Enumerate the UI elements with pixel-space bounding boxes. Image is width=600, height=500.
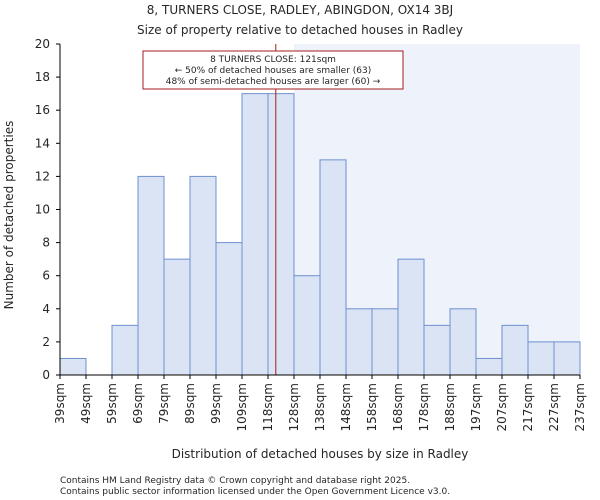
x-tick-label: 118sqm (261, 383, 275, 431)
x-tick-label: 99sqm (209, 383, 223, 424)
x-tick-label: 138sqm (313, 383, 327, 431)
bar (163, 258, 191, 376)
bar (189, 175, 217, 376)
bar (267, 93, 295, 376)
y-tick-label: 10 (35, 203, 50, 217)
x-tick-label: 89sqm (183, 383, 197, 424)
bar (345, 308, 373, 376)
bar (137, 175, 165, 376)
y-axis-label: Number of detached properties (2, 121, 16, 310)
x-tick-label: 59sqm (105, 383, 119, 424)
footer-line-2: Contains public sector information licen… (60, 487, 450, 497)
bar (59, 357, 87, 376)
bar (215, 242, 243, 376)
y-tick-label: 6 (42, 269, 50, 283)
y-tick-label: 16 (35, 103, 50, 117)
bar (111, 324, 139, 376)
y-tick-label: 4 (42, 302, 50, 316)
annotation-line-2: ← 50% of detached houses are smaller (63… (175, 66, 372, 76)
x-tick-label: 79sqm (157, 383, 171, 424)
bar (397, 258, 425, 376)
bar (423, 324, 451, 376)
bar (371, 308, 399, 376)
x-tick-label: 69sqm (131, 383, 145, 424)
bar (241, 93, 269, 376)
footer-line-1: Contains HM Land Registry data © Crown c… (60, 476, 410, 486)
chart-title: 8, TURNERS CLOSE, RADLEY, ABINGDON, OX14… (147, 3, 453, 17)
x-tick-label: 217sqm (521, 383, 535, 431)
x-tick-label: 109sqm (235, 383, 249, 431)
bar (553, 341, 581, 376)
x-tick-label: 49sqm (79, 383, 93, 424)
annotation-line-1: 8 TURNERS CLOSE: 121sqm (210, 55, 336, 65)
y-tick-label: 12 (35, 169, 50, 183)
x-tick-label: 178sqm (417, 383, 431, 431)
y-tick-label: 18 (35, 70, 50, 84)
bar (319, 159, 347, 376)
y-tick-label: 20 (35, 37, 50, 51)
bar (475, 357, 503, 376)
x-tick-label: 207sqm (495, 383, 509, 431)
y-tick-label: 0 (42, 368, 50, 382)
annotation-box (142, 50, 404, 90)
y-tick-label: 2 (42, 335, 50, 349)
bar (501, 324, 529, 376)
x-tick-label: 39sqm (53, 383, 67, 424)
x-axis-label: Distribution of detached houses by size … (172, 447, 469, 461)
x-tick-label: 158sqm (365, 383, 379, 431)
chart-subtitle: Size of property relative to detached ho… (137, 23, 463, 37)
annotation-line-3: 48% of semi-detached houses are larger (… (166, 77, 381, 87)
x-tick-label: 188sqm (443, 383, 457, 431)
x-tick-label: 128sqm (287, 383, 301, 431)
x-tick-label: 237sqm (573, 383, 587, 431)
bar (527, 341, 555, 376)
x-tick-label: 148sqm (339, 383, 353, 431)
bar (449, 308, 477, 376)
y-tick-label: 14 (35, 136, 50, 150)
bar (293, 275, 321, 376)
x-tick-label: 168sqm (391, 383, 405, 431)
y-tick-label: 8 (42, 236, 50, 250)
x-tick-label: 227sqm (547, 383, 561, 431)
x-tick-label: 197sqm (469, 383, 483, 431)
